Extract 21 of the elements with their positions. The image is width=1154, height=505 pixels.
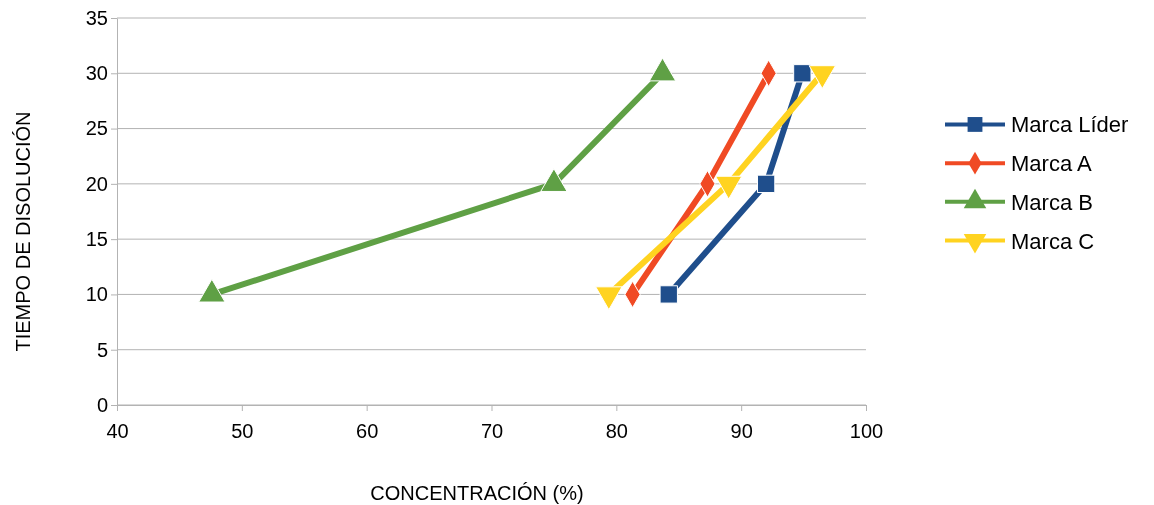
y-tick-label: 10 [85,283,108,306]
legend-label: Marca C [1011,228,1095,254]
y-tick-label: 0 [96,393,108,416]
legend-label: Marca A [1011,151,1093,177]
x-tick-label: 40 [106,420,129,442]
legend-label: Marca Líder [1011,112,1129,138]
x-tick-label: 100 [849,420,884,442]
legend-label: Marca B [1011,189,1093,215]
x-tick-label: 50 [231,420,254,442]
y-tick-label: 15 [85,228,108,251]
x-axis-title: CONCENTRACIÓN (%) [370,482,584,504]
y-tick-label: 20 [85,172,108,195]
y-tick-label: 30 [85,62,108,85]
y-tick-label: 5 [96,338,108,361]
y-axis-title: TIEMPO DE DISOLUCIÓN [12,111,34,352]
y-tick-label: 25 [85,117,108,140]
x-tick-label: 60 [356,420,379,442]
x-tick-label: 90 [730,420,753,442]
x-tick-label: 80 [605,420,628,442]
y-tick-label: 35 [85,6,108,29]
x-tick-label: 70 [480,420,504,442]
